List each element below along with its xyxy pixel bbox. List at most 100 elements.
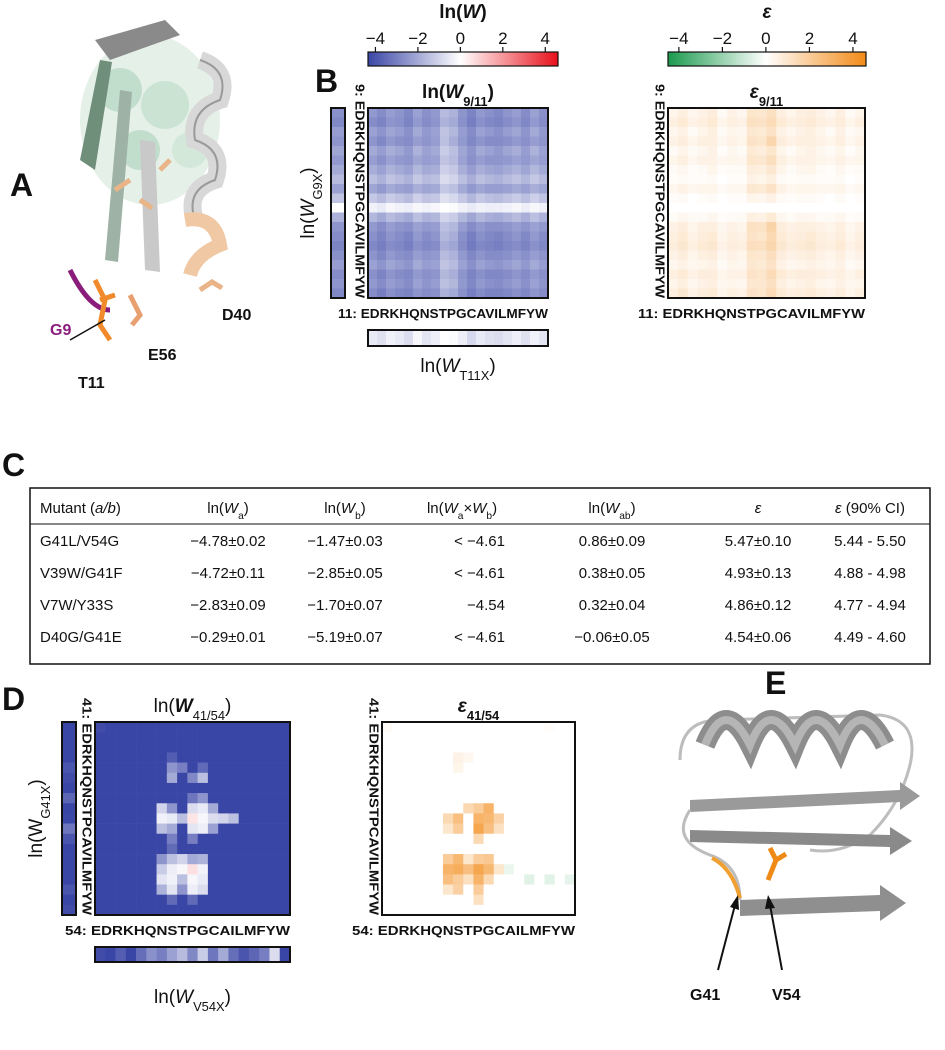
heatmap-cell [442,762,454,774]
heatmap-cell [279,813,291,824]
heatmap-cell [483,732,495,743]
heatmap-cell [187,803,198,814]
heatmap-cell [442,772,454,784]
heatmap-cell [476,279,486,289]
heatmap-cell [544,782,555,794]
label-part: W [175,987,195,1008]
table-cell: 4.93±0.13 [725,565,792,582]
margin-cell [331,136,345,147]
margin-border [367,329,549,347]
heatmap-cell [766,193,777,204]
heatmap-cell [115,752,127,763]
heatmap-cell [512,241,522,251]
heatmap-cell [521,222,531,232]
heatmap-cell [156,722,168,733]
heatmap-cell [530,184,540,194]
heatmap-cell [402,762,413,774]
heatmap-cell [727,165,738,175]
heatmap-cell [422,884,434,895]
heatmap-cell [238,813,250,824]
heatmap-cell [386,288,396,299]
heatmap-cell [494,146,504,156]
heatmap-cell [422,241,432,251]
heatmap-cell [269,843,281,855]
heatmap-cell [855,212,866,223]
heatmap-cell [717,279,728,289]
heatmap-cell [95,874,106,885]
heatmap-cell [431,279,441,289]
heatmap-cell [727,241,738,251]
heatmap-cell [786,250,797,261]
heatmap-cell [413,279,423,289]
heatmap-cell [412,833,423,845]
heatmap-cell [392,732,403,743]
heatmap-cell [564,722,576,733]
heatmap-cell [269,803,281,814]
heatmap-cell [677,231,688,242]
heatmap-cell [453,843,464,855]
heatmap-cell [530,260,540,270]
heatmap-cell [218,823,229,835]
heatmap-cell [395,165,405,175]
heatmap-cell [177,742,188,753]
heatmap-cell [377,184,387,194]
heatmap-cell [512,222,522,232]
heatmap-cell [395,231,405,242]
heatmap-cell [377,212,387,223]
heatmap-cell [377,288,387,299]
heatmap-cell [530,269,540,280]
table-header: ε (90% CI) [835,500,905,517]
heatmap-cell [544,732,555,743]
heatmap-cell [431,222,441,232]
heatmap-cell [412,782,423,794]
heatmap-cell [422,250,432,261]
heatmap-cell [503,222,513,232]
heatmap-cell [377,203,387,213]
heatmap-cell [503,742,515,753]
heatmap-cell [564,884,576,895]
heatmap-cell [440,136,450,147]
label-part: W [298,197,319,217]
heatmap-cell [187,904,198,916]
heatmap-cell [530,174,540,185]
heatmap-cell [539,146,549,156]
heatmap-cell [458,279,468,289]
heatmap-cell [697,288,708,299]
heatmap-cell [156,833,168,845]
heatmap-cell [228,884,239,895]
heatmap-cell [503,136,513,147]
heatmap-cell [707,146,718,156]
heatmap-cell [776,231,787,242]
heatmap-cell [756,269,767,280]
margin-cell [331,193,345,204]
heatmap-cell [717,165,728,175]
heatmap-cell [136,772,147,784]
heatmap-cell [476,203,486,213]
heatmap-cell [368,117,378,128]
heatmap-cell [440,241,450,251]
heatmap-cell [453,884,464,895]
heatmap-cell [386,127,396,137]
heatmap-cell [473,874,484,885]
heatmap-cell [707,155,718,166]
heatmap-cell [534,823,545,835]
heatmap-cell [736,108,748,118]
heatmap-cell [815,193,826,204]
heatmap-cell [668,260,679,270]
heatmap-cell [503,762,515,774]
heatmap-cell [395,155,405,166]
heatmap-cell [707,260,718,270]
heatmap-cell [805,222,817,232]
heatmap-cell [727,127,738,137]
heatmap-cell [248,732,260,743]
heatmap-cell [146,884,157,895]
heatmap-cell [404,136,414,147]
heatmap-cell [248,793,260,804]
heatmap-cell [845,279,856,289]
heatmap-cell [564,823,576,835]
heatmap-cell [248,803,260,814]
heatmap-cell [422,772,434,784]
heatmap-cell [218,752,229,763]
heatmap-cell [707,222,718,232]
heatmap-cell [855,269,866,280]
